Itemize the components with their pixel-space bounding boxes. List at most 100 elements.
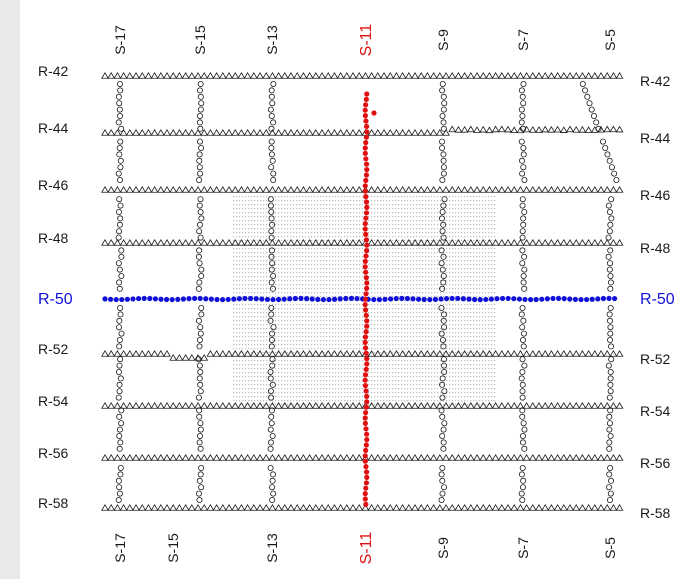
patch-dot	[467, 288, 469, 290]
patch-dot	[392, 196, 394, 198]
patch-dot	[239, 224, 241, 226]
patch-dot	[290, 260, 292, 262]
patch-dot	[284, 340, 286, 342]
patch-dot	[431, 384, 433, 386]
patch-dot	[302, 272, 304, 274]
patch-dot	[293, 332, 295, 334]
patch-dot	[260, 268, 262, 270]
patch-dot	[359, 396, 361, 398]
receiver-station-triangle	[349, 129, 357, 136]
patch-dot	[347, 344, 349, 346]
receiver-station-triangle	[367, 129, 376, 136]
patch-dot	[425, 256, 427, 258]
patch-dot	[233, 348, 235, 350]
patch-dot	[359, 256, 361, 258]
patch-dot	[494, 236, 496, 238]
patch-dot	[461, 360, 463, 362]
patch-dot	[374, 308, 376, 310]
patch-dot	[356, 280, 358, 282]
patch-dot	[470, 380, 472, 382]
patch-dot	[419, 196, 421, 198]
patch-dot	[251, 364, 253, 366]
patch-dot	[269, 320, 271, 322]
patch-dot	[242, 388, 244, 390]
patch-dot	[371, 400, 373, 402]
patch-dot	[305, 272, 307, 274]
patch-dot	[296, 292, 298, 294]
patch-dot	[377, 308, 379, 310]
patch-dot	[482, 376, 484, 378]
patch-dot	[431, 280, 433, 282]
patch-dot	[347, 236, 349, 238]
patch-dot	[302, 324, 304, 326]
patch-dot	[305, 320, 307, 322]
patch-dot	[371, 340, 373, 342]
patch-dot	[344, 344, 346, 346]
patch-dot	[392, 292, 394, 294]
patch-dot	[332, 268, 334, 270]
patch-dot	[311, 216, 313, 218]
patch-dot	[380, 348, 382, 350]
patch-dot	[344, 224, 346, 226]
patch-dot	[383, 212, 385, 214]
patch-dot	[350, 360, 352, 362]
patch-dot	[473, 404, 475, 406]
patch-dot	[479, 208, 481, 210]
patch-dot	[281, 308, 283, 310]
patch-dot	[296, 380, 298, 382]
patch-dot	[446, 384, 448, 386]
receiver-station-triangle	[299, 129, 308, 136]
patch-dot	[467, 284, 469, 286]
patch-dot	[458, 232, 460, 234]
patch-dot	[356, 272, 358, 274]
patch-dot	[395, 288, 397, 290]
patch-dot	[464, 280, 466, 282]
patch-dot	[461, 392, 463, 394]
patch-dot	[338, 352, 340, 354]
receiver-station-triangle	[404, 72, 413, 79]
patch-dot	[233, 216, 235, 218]
patch-dot	[233, 220, 235, 222]
patch-dot	[293, 352, 295, 354]
patch-dot	[494, 244, 496, 246]
receiver-station-triangle	[274, 186, 283, 193]
patch-dot	[437, 352, 439, 354]
patch-dot	[293, 344, 295, 346]
patch-dot	[377, 368, 379, 370]
patch-dot	[242, 276, 244, 278]
patch-dot	[233, 308, 235, 310]
patch-dot	[308, 396, 310, 398]
patch-dot	[260, 332, 262, 334]
patch-dot	[449, 376, 451, 378]
patch-dot	[341, 344, 343, 346]
patch-dot	[398, 224, 400, 226]
patch-dot	[374, 396, 376, 398]
patch-dot	[359, 212, 361, 214]
patch-dot	[350, 384, 352, 386]
patch-dot	[398, 256, 400, 258]
patch-dot	[389, 284, 391, 286]
patch-dot	[245, 232, 247, 234]
patch-dot	[371, 280, 373, 282]
patch-dot	[323, 200, 325, 202]
patch-dot	[371, 220, 373, 222]
patch-dot	[404, 228, 406, 230]
patch-dot	[413, 340, 415, 342]
patch-dot	[392, 308, 394, 310]
patch-dot	[308, 368, 310, 370]
patch-dot	[380, 352, 382, 354]
patch-dot	[317, 328, 319, 330]
patch-dot	[470, 236, 472, 238]
patch-dot	[446, 380, 448, 382]
patch-dot	[314, 200, 316, 202]
patch-dot	[371, 304, 373, 306]
patch-dot	[467, 208, 469, 210]
patch-dot	[341, 260, 343, 262]
patch-dot	[263, 232, 265, 234]
receiver-station-triangle	[578, 72, 587, 79]
receiver-station-triangle	[231, 129, 240, 136]
patch-dot	[488, 348, 490, 350]
patch-dot	[380, 268, 382, 270]
patch-dot	[353, 288, 355, 290]
patch-dot	[260, 384, 262, 386]
